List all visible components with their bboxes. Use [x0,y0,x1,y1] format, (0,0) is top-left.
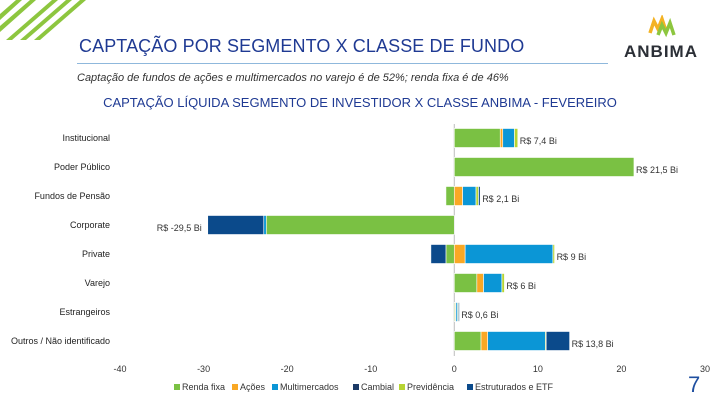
bar-segment [453,186,463,206]
x-tick-label: 30 [700,364,710,374]
page-number: 7 [688,372,701,397]
bar-segment [265,215,455,235]
bar-segment [430,244,447,264]
legend-swatch [399,384,405,390]
bar-segment [552,244,555,264]
bar-segment [502,128,515,148]
total-value-label: R$ 9 Bi [557,252,587,262]
bar-segment [453,157,635,177]
bar-segment [445,244,455,264]
legend-swatch [174,384,180,390]
bar-segment [499,128,504,148]
anbima-logo-text: ANBIMA [624,42,698,61]
x-tick-label: 20 [616,364,626,374]
bar-segment [453,273,478,293]
bar-segment [453,331,482,351]
category-label: Private [82,249,110,259]
bar-segment [545,331,570,351]
legend-swatch [353,384,359,390]
legend-label: Ações [240,382,266,392]
bar-segment [480,331,489,351]
bar-segment [514,128,519,148]
x-tick-label: -40 [113,364,126,374]
bar-segment [207,215,265,235]
bar-segment [476,273,484,293]
total-value-label: R$ 13,8 Bi [572,339,614,349]
bar-segment [445,186,455,206]
bar-segment [483,273,503,293]
legend-label: Estruturados e ETF [475,382,554,392]
total-value-label: R$ 7,4 Bi [520,136,557,146]
total-value-label: R$ 2,1 Bi [482,194,519,204]
category-label: Institucional [62,133,110,143]
bar-segment [478,186,481,206]
x-tick-label: -20 [281,364,294,374]
bar-segment [464,244,554,264]
legend-label: Multimercados [280,382,339,392]
bar-segment [475,186,479,206]
category-label: Fundos de Pensão [34,191,110,201]
bar-segment [458,302,460,322]
x-tick-label: 0 [452,364,457,374]
x-tick-label: -30 [197,364,210,374]
total-value-label: R$ -29,5 Bi [157,223,202,233]
x-tick-label: -10 [364,364,377,374]
bar-segment [501,273,505,293]
category-label: Corporate [70,220,110,230]
legend-swatch [232,384,238,390]
legend-swatch [272,384,278,390]
bar-segment [453,128,501,148]
bar-segment [263,215,267,235]
page-subtitle: Captação de fundos de ações e multimerca… [77,72,509,84]
total-value-label: R$ 6 Bi [506,281,536,291]
page-title: CAPTAÇÃO POR SEGMENTO X CLASSE DE FUNDO [79,36,525,56]
x-tick-label: 10 [533,364,543,374]
bar-segment [453,244,466,264]
total-value-label: R$ 0,6 Bi [461,310,498,320]
category-label: Poder Público [54,162,110,172]
bar-segment [462,186,477,206]
chart-title: CAPTAÇÃO LÍQUIDA SEGMENTO DE INVESTIDOR … [103,95,617,110]
legend-label: Renda fixa [182,382,225,392]
legend-swatch [467,384,473,390]
legend-label: Cambial [361,382,394,392]
corner-stripes-decoration [0,0,86,40]
category-label: Outros / Não identificado [11,336,110,346]
title-divider [77,63,608,64]
anbima-logo-icon [648,15,676,38]
category-label: Estrangeiros [59,307,110,317]
legend-label: Previdência [407,382,454,392]
category-label: Varejo [85,278,110,288]
total-value-label: R$ 21,5 Bi [636,165,678,175]
bar-segment [487,331,546,351]
